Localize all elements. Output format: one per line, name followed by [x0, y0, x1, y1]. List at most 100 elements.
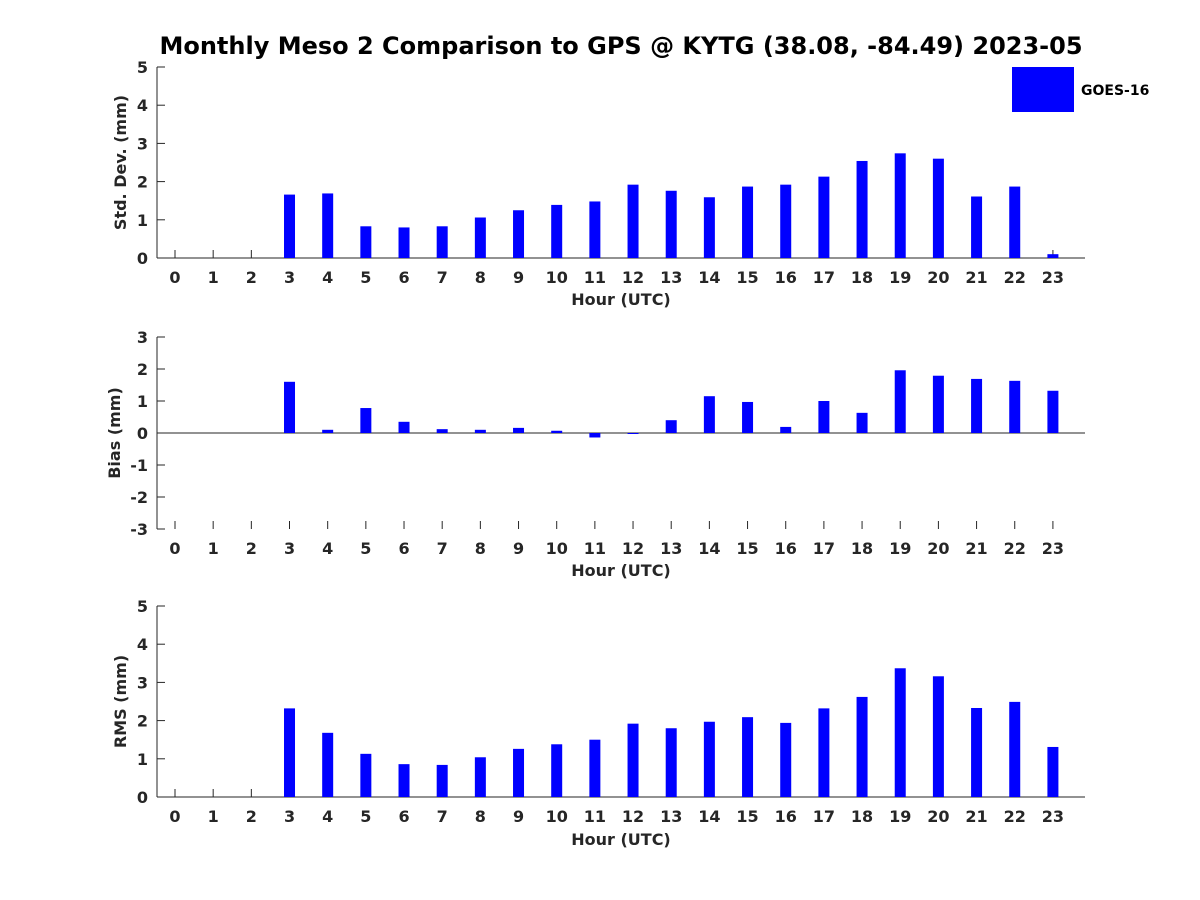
bar-hour-20 — [932, 158, 944, 258]
bar-hour-12 — [627, 184, 639, 258]
bar-hour-19 — [894, 153, 906, 258]
x-tick-label: 19 — [889, 807, 911, 826]
bar-hour-11 — [589, 201, 601, 258]
x-axis-label: Hour (UTC) — [571, 561, 671, 580]
x-tick-label: 8 — [475, 268, 486, 287]
x-tick-label: 20 — [927, 807, 949, 826]
x-tick-label: 12 — [622, 539, 644, 558]
bar-hour-19 — [894, 370, 906, 433]
x-tick-label: 18 — [851, 807, 873, 826]
x-tick-label: 6 — [398, 268, 409, 287]
y-tick-label: 3 — [137, 328, 148, 347]
x-tick-label: 18 — [851, 539, 873, 558]
bar-hour-15 — [742, 186, 754, 258]
x-axis-label: Hour (UTC) — [571, 290, 671, 309]
bar-hour-6 — [398, 421, 410, 433]
bar-hour-13 — [665, 420, 677, 433]
x-tick-label: 14 — [698, 539, 720, 558]
x-tick-label: 18 — [851, 268, 873, 287]
x-tick-label: 7 — [437, 268, 448, 287]
x-tick-label: 5 — [360, 268, 371, 287]
x-tick-label: 8 — [475, 539, 486, 558]
bar-hour-18 — [856, 696, 868, 797]
bar-hour-23 — [1047, 746, 1059, 797]
x-tick-label: 1 — [208, 539, 219, 558]
bar-hour-10 — [551, 204, 563, 258]
x-tick-label: 22 — [1004, 807, 1026, 826]
bar-hour-22 — [1009, 701, 1021, 797]
x-tick-label: 8 — [475, 807, 486, 826]
bar-hour-12 — [627, 723, 639, 797]
x-tick-label: 21 — [965, 268, 987, 287]
legend: GOES-16 — [1012, 67, 1149, 112]
bar-hour-9 — [513, 427, 525, 433]
x-tick-label: 5 — [360, 807, 371, 826]
bar-hour-22 — [1009, 380, 1021, 433]
x-tick-label: 15 — [736, 807, 758, 826]
x-tick-label: 7 — [437, 539, 448, 558]
bar-hour-18 — [856, 412, 868, 433]
x-tick-label: 16 — [775, 268, 797, 287]
bar-hour-6 — [398, 227, 410, 258]
x-tick-label: 0 — [169, 268, 180, 287]
bar-hour-4 — [322, 193, 334, 258]
bar-hour-14 — [703, 721, 715, 797]
y-tick-label: 2 — [137, 173, 148, 192]
bar-hour-11 — [589, 739, 601, 797]
y-tick-label: 5 — [137, 597, 148, 616]
x-tick-label: 3 — [284, 539, 295, 558]
x-tick-label: 20 — [927, 539, 949, 558]
x-tick-label: 19 — [889, 539, 911, 558]
y-tick-label: 5 — [137, 58, 148, 77]
x-tick-label: 15 — [736, 539, 758, 558]
x-tick-label: 11 — [584, 539, 606, 558]
x-tick-label: 13 — [660, 539, 682, 558]
legend-swatch — [1012, 67, 1074, 112]
x-tick-label: 13 — [660, 807, 682, 826]
bar-hour-5 — [360, 753, 372, 797]
x-tick-label: 23 — [1042, 539, 1064, 558]
y-tick-label: 2 — [137, 712, 148, 731]
x-tick-label: 9 — [513, 539, 524, 558]
legend-label: GOES-16 — [1081, 83, 1149, 99]
bar-hour-17 — [818, 708, 830, 797]
x-tick-label: 21 — [965, 539, 987, 558]
bar-hour-13 — [665, 190, 677, 258]
bar-hour-9 — [513, 748, 525, 797]
bar-hour-19 — [894, 668, 906, 797]
bar-hour-23 — [1047, 390, 1059, 433]
x-tick-label: 14 — [698, 268, 720, 287]
x-tick-label: 14 — [698, 807, 720, 826]
bar-hour-3 — [284, 381, 296, 433]
bar-hour-11 — [589, 433, 601, 438]
bar-hour-22 — [1009, 186, 1021, 258]
x-tick-label: 9 — [513, 268, 524, 287]
x-tick-label: 2 — [246, 539, 257, 558]
bar-hour-15 — [742, 401, 754, 433]
bar-hour-17 — [818, 401, 830, 433]
x-tick-label: 23 — [1042, 807, 1064, 826]
bar-hour-20 — [932, 375, 944, 433]
x-tick-label: 1 — [208, 268, 219, 287]
x-tick-label: 21 — [965, 807, 987, 826]
bar-hour-6 — [398, 764, 410, 797]
x-tick-label: 20 — [927, 268, 949, 287]
bar-hour-16 — [780, 184, 792, 258]
bar-hour-12 — [627, 433, 639, 434]
x-tick-label: 0 — [169, 539, 180, 558]
bar-hour-14 — [703, 197, 715, 258]
x-tick-label: 4 — [322, 807, 333, 826]
x-tick-label: 12 — [622, 807, 644, 826]
x-tick-label: 9 — [513, 807, 524, 826]
y-axis-label: Bias (mm) — [105, 387, 124, 479]
bar-hour-4 — [322, 429, 334, 433]
y-tick-label: 1 — [137, 211, 148, 230]
bar-hour-4 — [322, 732, 334, 797]
bar-hour-7 — [436, 226, 448, 258]
x-tick-label: 6 — [398, 807, 409, 826]
bar-hour-8 — [474, 217, 486, 258]
